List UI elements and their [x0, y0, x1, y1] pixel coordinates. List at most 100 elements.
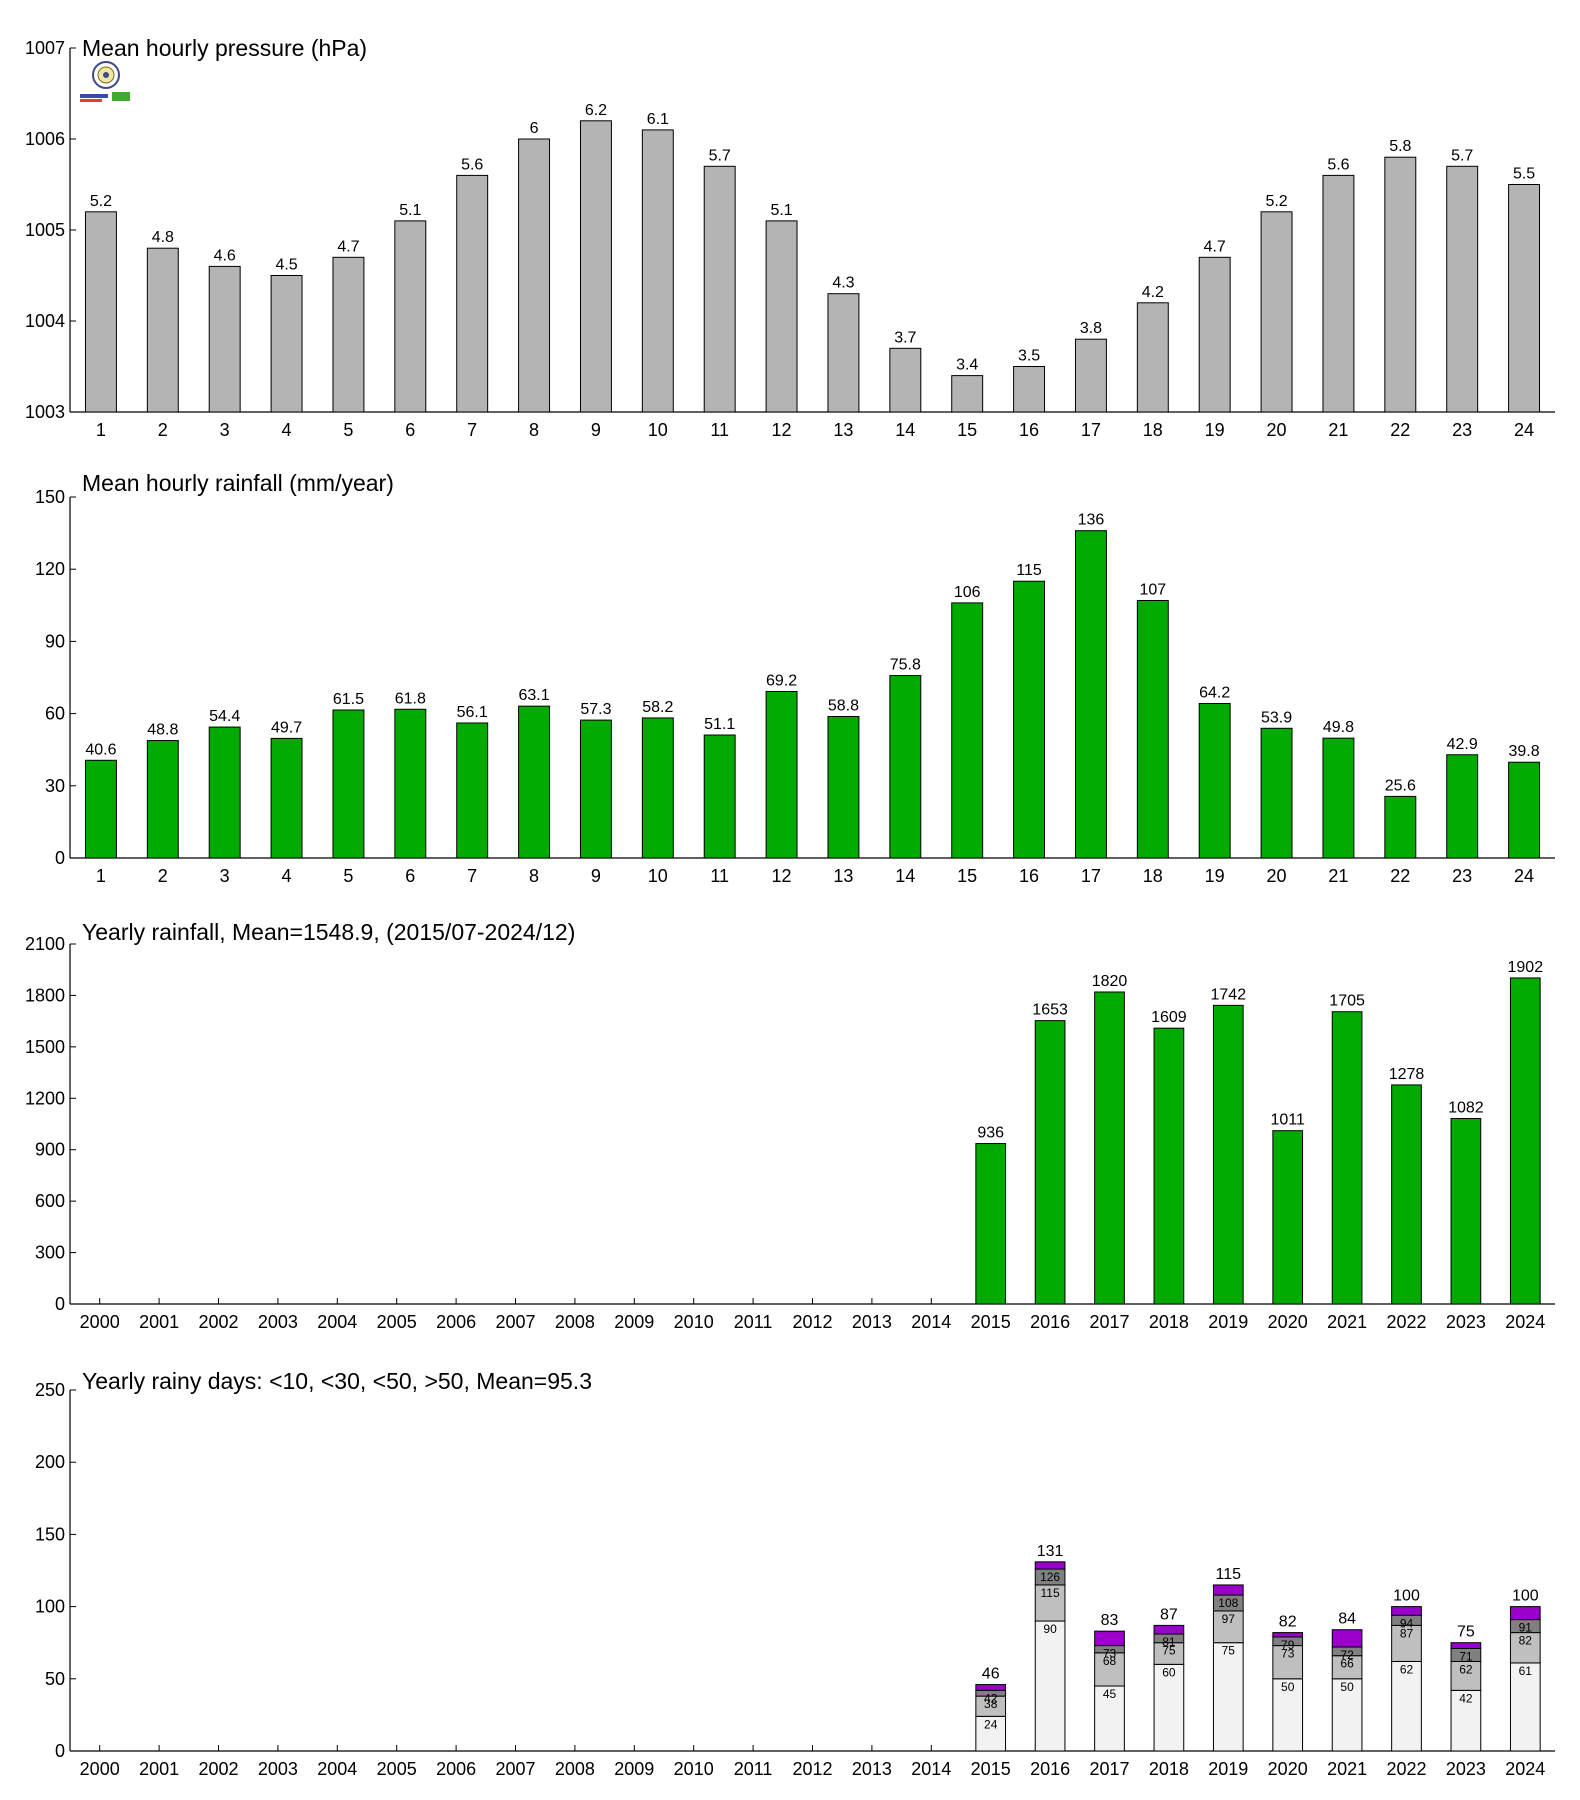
pressure-bar	[270, 275, 303, 413]
hourly-rainfall-x-tick-label: 7	[467, 866, 477, 886]
rainy-days-segment	[1391, 1624, 1422, 1662]
pressure-x-tick-label: 24	[1514, 420, 1534, 440]
yearly-rainfall-x-tick-label: 2010	[674, 1312, 714, 1332]
pressure-x-tick-label: 17	[1081, 420, 1101, 440]
rainy-days-segment	[1391, 1606, 1422, 1616]
hourly-rainfall-bar	[827, 715, 860, 859]
rainy-days-x-tick-label: 2008	[555, 1759, 595, 1779]
yearly-rainfall-x-tick-label: 2022	[1386, 1312, 1426, 1332]
pressure-bar	[765, 220, 798, 413]
pressure-x-tick-label: 8	[529, 420, 539, 440]
hourly-rainfall-bar	[579, 719, 612, 859]
rainy-days-segment-label: 73	[1103, 1647, 1117, 1661]
hourly-rainfall-bar	[394, 708, 427, 859]
hourly-rainfall-data-label: 64.2	[1199, 684, 1230, 701]
pressure-x-tick-label: 14	[895, 420, 915, 440]
pressure-x-tick-label: 13	[833, 420, 853, 440]
pressure-data-label: 3.5	[1018, 348, 1040, 365]
pressure-bar	[703, 165, 736, 413]
rainy-days-segment	[1094, 1652, 1125, 1687]
pressure-data-label: 5.8	[1389, 138, 1411, 155]
rainy-days-x-tick-label: 2006	[436, 1759, 476, 1779]
rainy-days-y-tick-label: 100	[35, 1597, 65, 1617]
rainy-days-segment	[1153, 1624, 1185, 1635]
rainy-days-segment-label: 108	[1218, 1596, 1238, 1610]
rainy-days-x-tick-label: 2022	[1386, 1759, 1426, 1779]
rainy-days-x-tick-label: 2009	[614, 1759, 654, 1779]
pressure-bar	[951, 375, 984, 413]
hourly-rainfall-x-tick-label: 5	[343, 866, 353, 886]
pressure-y-tick-label: 1006	[25, 129, 65, 149]
yearly-rainfall-data-label: 1705	[1329, 993, 1365, 1010]
rainy-days-x-tick-label: 2003	[258, 1759, 298, 1779]
pressure-bar	[1013, 366, 1046, 413]
pressure-data-label: 3.8	[1080, 320, 1102, 337]
yearly-rainfall-x-tick-label: 2019	[1208, 1312, 1248, 1332]
pressure-x-tick-label: 12	[772, 420, 792, 440]
yearly-rainfall-bar	[1153, 1027, 1185, 1305]
rainy-days-segment-label: 97	[1222, 1612, 1236, 1626]
pressure-bar	[146, 247, 179, 413]
rainy-days-segment-label: 68	[1103, 1654, 1117, 1668]
yearly-rainfall-x-tick-label: 2012	[792, 1312, 832, 1332]
rainy-days-x-tick-label: 2018	[1149, 1759, 1189, 1779]
pressure-bar	[1384, 156, 1417, 413]
pressure-bar	[394, 220, 427, 413]
rainy-days-segment-label: 90	[1043, 1622, 1057, 1636]
hourly-rainfall-x-tick-label: 24	[1514, 866, 1534, 886]
yearly-rainfall-x-tick-label: 2004	[317, 1312, 357, 1332]
pressure-bar	[1322, 174, 1355, 413]
yearly-rainfall-x-tick-label: 2009	[614, 1312, 654, 1332]
rainy-days-segment	[1272, 1632, 1304, 1638]
pressure-y-tick-label: 1007	[25, 38, 65, 58]
yearly-rainfall-x-tick-label: 2014	[911, 1312, 951, 1332]
yearly-rainfall-x-tick-label: 2024	[1505, 1312, 1545, 1332]
hourly-rainfall-x-tick-label: 23	[1452, 866, 1472, 886]
pressure-bar	[1074, 338, 1107, 413]
rainy-days-x-tick-label: 2000	[80, 1759, 120, 1779]
yearly-rainfall-x-tick-label: 2015	[971, 1312, 1011, 1332]
hourly-rainfall-data-label: 58.8	[828, 697, 859, 714]
rainy-days-segment-label: 79	[1281, 1638, 1295, 1652]
yearly-rainfall-bar	[1391, 1084, 1422, 1305]
yearly-rainfall-data-label: 1278	[1389, 1066, 1425, 1083]
hourly-rainfall-bar	[703, 734, 736, 859]
pressure-bar	[518, 138, 551, 413]
pressure-x-tick-label: 6	[405, 420, 415, 440]
hourly-rainfall-x-tick-label: 20	[1267, 866, 1287, 886]
rainy-days-segment-label: 91	[1519, 1621, 1533, 1635]
pressure-data-label: 5.7	[1451, 147, 1473, 164]
rainy-days-x-tick-label: 2001	[139, 1759, 179, 1779]
pressure-chart-title: Mean hourly pressure (hPa)	[82, 35, 367, 61]
hourly-rainfall-bar	[208, 726, 241, 859]
yearly-rainfall-x-tick-label: 2000	[80, 1312, 120, 1332]
hourly-rainfall-x-tick-label: 15	[957, 866, 977, 886]
hourly-rainfall-x-tick-label: 10	[648, 866, 668, 886]
rainy-days-segment-label: 87	[1400, 1626, 1414, 1640]
pressure-x-tick-label: 23	[1452, 420, 1472, 440]
yearly-rainfall-chart-title: Yearly rainfall, Mean=1548.9, (2015/07-2…	[82, 919, 575, 945]
yearly-rainfall-x-tick-label: 2005	[377, 1312, 417, 1332]
yearly-rainfall-y-tick-label: 600	[35, 1191, 65, 1211]
rainy-days-x-tick-label: 2007	[495, 1759, 535, 1779]
hourly-rainfall-data-label: 48.8	[147, 722, 178, 739]
rainy-days-segment	[1272, 1645, 1304, 1680]
yearly-rainfall-bar	[1509, 977, 1541, 1305]
hourly-rainfall-data-label: 106	[954, 584, 981, 601]
yearly-rainfall-y-tick-label: 900	[35, 1140, 65, 1160]
hourly-rainfall-bar	[765, 690, 798, 859]
pressure-y-tick-label: 1005	[25, 220, 65, 240]
pressure-bar	[208, 265, 241, 413]
pressure-data-label: 5.2	[90, 193, 112, 210]
rainy-days-total-label: 75	[1457, 1624, 1475, 1641]
rainy-days-segment-label: 94	[1400, 1616, 1414, 1630]
pressure-data-label: 4.8	[152, 229, 174, 246]
hourly-rainfall-data-label: 57.3	[580, 701, 611, 718]
rainy-days-x-tick-label: 2002	[198, 1759, 238, 1779]
yearly-rainfall-x-tick-label: 2020	[1268, 1312, 1308, 1332]
yearly-rainfall-data-label: 1653	[1032, 1002, 1068, 1019]
rainy-days-segment-label: 82	[1519, 1634, 1533, 1648]
rainy-days-segment	[1450, 1660, 1482, 1691]
yearly-rainfall-bar	[975, 1143, 1007, 1305]
hourly-rainfall-x-tick-label: 18	[1143, 866, 1163, 886]
